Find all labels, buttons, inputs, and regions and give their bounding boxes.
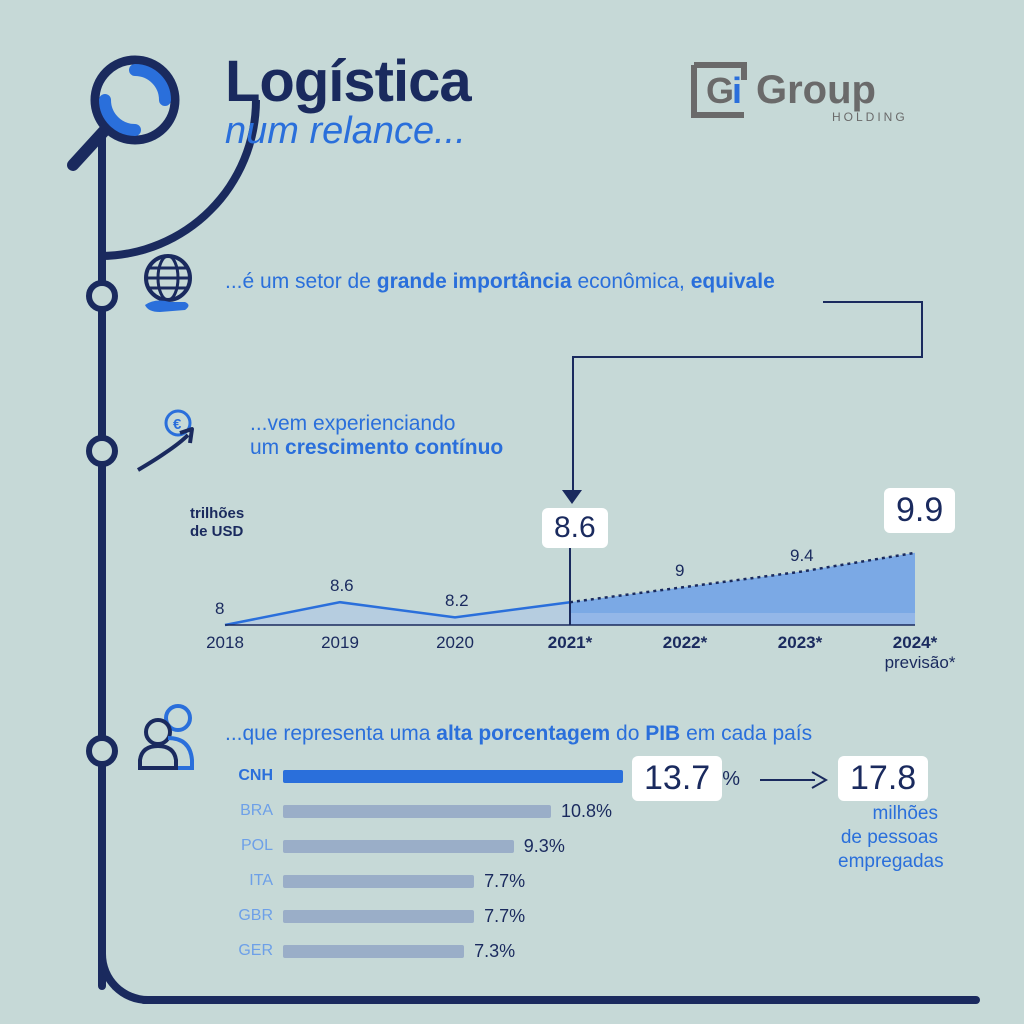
bar-fill [283,770,623,783]
bar-label: CNH [225,767,273,785]
bar-row: GBR 7.7% [225,900,765,932]
connector-line-2 [921,301,923,356]
value-label: 9.4 [790,546,814,566]
highlight-2024-value: 9.9 [884,488,955,533]
magnifier-icon [55,45,205,195]
bar-label: POL [225,837,273,855]
bar-row: GER 7.3% [225,935,765,967]
svg-text:G: G [706,70,734,111]
year-label: 2019 [310,633,370,653]
employment-value: 17.8 [838,756,928,801]
highlight-2021-box: 8.6 [542,508,608,548]
section-text-gdp: ...que representa uma alta porcentagem d… [225,722,812,746]
bar-fill [283,840,514,853]
year-label: 2022* [655,633,715,653]
bar-value: 7.7% [484,906,525,927]
employment-box: 17.8 [838,756,928,801]
gdp-highlight-box: 13.7% [632,756,740,801]
svg-text:Group: Group [756,68,876,112]
svg-text:€: € [173,416,182,433]
section-text-importance: ...é um setor de grande importância econ… [225,270,775,294]
timeline-corner [98,944,158,1004]
gdp-highlight-pct: % [722,768,740,790]
year-label: 2024* [885,633,945,653]
year-label: 2018 [195,633,255,653]
bar-value: 7.3% [474,941,515,962]
highlight-2024-box: 9.9 [884,488,955,533]
bar-value: 9.3% [524,836,565,857]
gdp-highlight-value: 13.7 [632,756,722,801]
brand-logo: G i Group HOLDING [684,55,964,135]
timeline-node-1 [86,280,118,312]
bar-fill [283,910,474,923]
bar-label: GBR [225,907,273,925]
value-label: 8.2 [445,591,469,611]
value-label: 9 [675,561,684,581]
year-label: 2020 [425,633,485,653]
bar-row: ITA 7.7% [225,865,765,897]
page-subtitle: num relance... [225,110,471,153]
bar-fill [283,805,551,818]
growth-euro-icon: € [130,405,210,485]
svg-text:HOLDING: HOLDING [832,110,908,124]
bar-label: ITA [225,872,273,890]
bar-label: GER [225,942,273,960]
forecast-note: previsão* [880,653,960,673]
bar-fill [283,945,464,958]
people-icon [130,700,210,780]
bar-row: POL 9.3% [225,830,765,862]
page-title-block: Logística num relance... [225,48,471,153]
timeline-vertical [98,130,106,990]
connector-line-1 [823,301,923,303]
year-label: 2021* [540,633,600,653]
timeline-horizontal [140,996,980,1004]
bar-fill [283,875,474,888]
svg-text:i: i [732,70,742,111]
value-label: 8.6 [330,576,354,596]
timeline-node-2 [86,435,118,467]
connector-line-4 [572,356,574,496]
bar-label: BRA [225,802,273,820]
line-chart: 2018 8 2019 8.6 2020 8.2 2021* 2022* 9 2023* 9.4 20… [185,530,955,670]
bar-value: 7.7% [484,871,525,892]
value-label: 8 [215,599,224,619]
employment-label: milhões de pessoas empregadas [838,802,938,873]
section-text-growth: ...vem experienciando um crescimento con… [250,412,503,460]
bar-value: 10.8% [561,801,612,822]
highlight-2021-value: 8.6 [542,508,608,548]
year-label: 2023* [770,633,830,653]
connector-line-3 [572,356,923,358]
globe-hand-icon [130,250,210,330]
page-title: Logística [225,48,471,115]
arrow-right-icon [760,770,830,790]
arrow-down-icon [562,490,582,506]
timeline-node-3 [86,735,118,767]
